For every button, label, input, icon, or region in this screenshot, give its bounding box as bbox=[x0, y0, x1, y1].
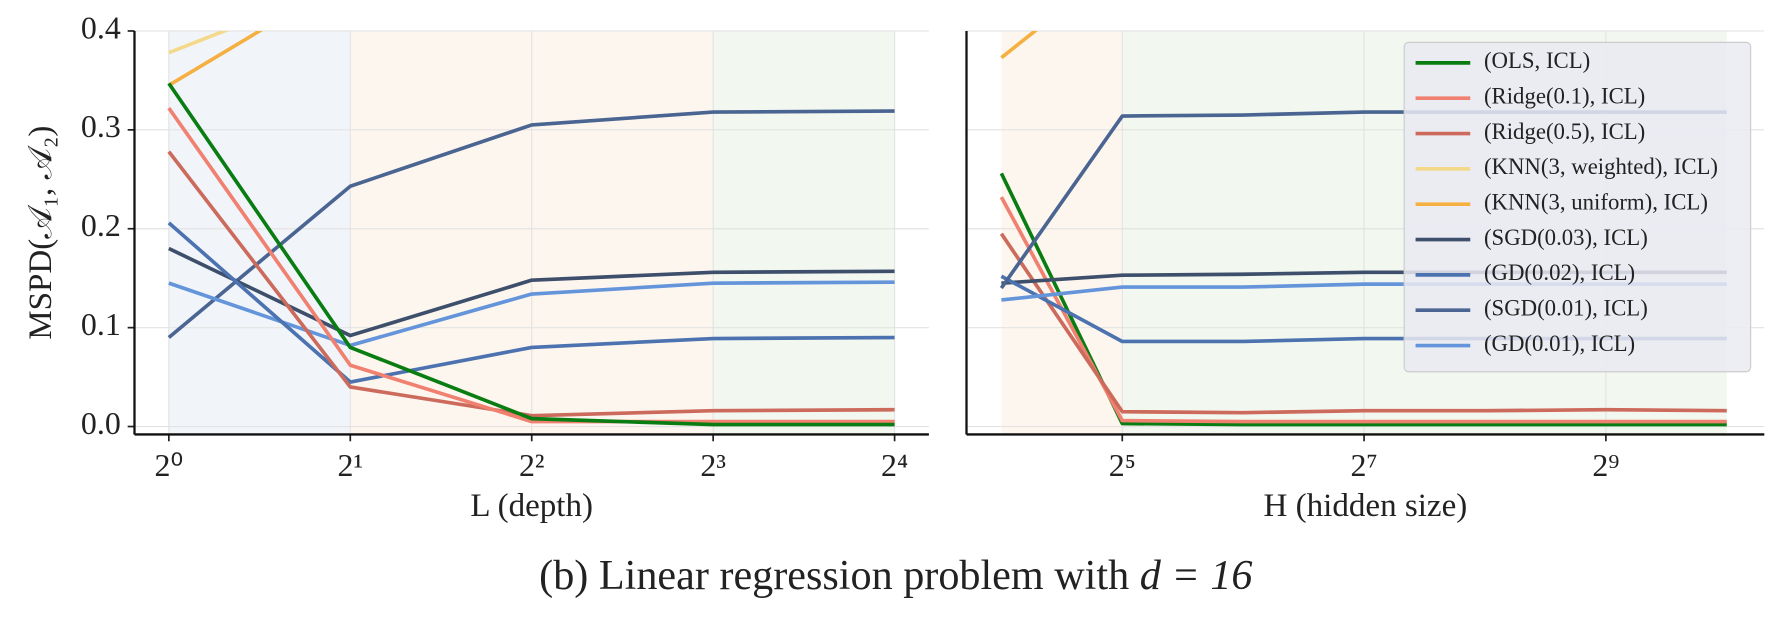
x-tick-label: 2⁹ bbox=[1592, 448, 1619, 483]
y-tick-label: 0.3 bbox=[81, 109, 121, 144]
legend-label: (OLS, ICL) bbox=[1484, 48, 1590, 73]
series-line bbox=[167, 107, 895, 424]
legend-label: (GD(0.01), ICL) bbox=[1484, 331, 1635, 356]
panel: 0.0 0.1 0.2 0.3 0.4 2⁰ 2¹ 2² 2³ 2⁴ L (depth) MSPD(𝒜… bbox=[23, 10, 929, 524]
shaded-region bbox=[168, 30, 351, 435]
panel: 2⁵ 2⁷ 2⁹ H (hidden size) (OLS, ICL) (Ridge(0.… bbox=[965, 30, 1765, 524]
y-tick-label: 0.2 bbox=[81, 208, 121, 243]
y-tick-label: 0.0 bbox=[81, 406, 121, 441]
series-line bbox=[167, 82, 895, 427]
x-tick-label: 2⁷ bbox=[1351, 448, 1378, 483]
x-tick-label: 2² bbox=[519, 448, 545, 483]
series-line bbox=[999, 196, 1727, 424]
x-axis-label: H (hidden size) bbox=[1264, 488, 1468, 524]
y-tick-label: 0.1 bbox=[81, 307, 121, 342]
x-tick-label: 2¹ bbox=[338, 448, 364, 483]
legend-label: (GD(0.02), ICL) bbox=[1484, 260, 1635, 285]
caption-math: d = 16 bbox=[1140, 552, 1253, 599]
caption: (b) Linear regression problem with d = 1… bbox=[539, 552, 1252, 599]
lines bbox=[167, 30, 895, 427]
series-line bbox=[167, 150, 895, 418]
x-tick-label: 2⁵ bbox=[1109, 448, 1136, 483]
y-tick-label: 0.4 bbox=[81, 10, 121, 45]
legend: (OLS, ICL) (Ridge(0.1), ICL) (Ridge(0.5), … bbox=[1403, 41, 1752, 373]
x-axis-label: L (depth) bbox=[470, 488, 593, 524]
legend-label: (SGD(0.01), ICL) bbox=[1484, 295, 1648, 320]
x-tick-label: 2⁰ bbox=[154, 448, 183, 483]
legend-label: (Ridge(0.5), ICL) bbox=[1484, 119, 1645, 144]
legend-label: (KNN(3, weighted), ICL) bbox=[1484, 154, 1718, 179]
legend-box bbox=[1403, 41, 1752, 373]
series-line bbox=[999, 232, 1727, 415]
y-axis-label: MSPD(𝒜₁, 𝒜₂) bbox=[23, 126, 59, 340]
legend-label: (SGD(0.03), ICL) bbox=[1484, 225, 1648, 250]
x-tick-label: 2⁴ bbox=[881, 448, 908, 483]
legend-label: (Ridge(0.1), ICL) bbox=[1484, 83, 1645, 108]
series-line bbox=[167, 109, 895, 339]
series-line bbox=[167, 221, 895, 384]
series-line bbox=[168, 280, 895, 348]
caption-text: (b) Linear regression problem with bbox=[539, 552, 1129, 599]
series-line bbox=[999, 172, 1727, 427]
legend-label: (KNN(3, uniform), ICL) bbox=[1484, 189, 1708, 214]
x-tick-label: 2³ bbox=[700, 448, 726, 483]
shaded-region bbox=[713, 30, 895, 435]
